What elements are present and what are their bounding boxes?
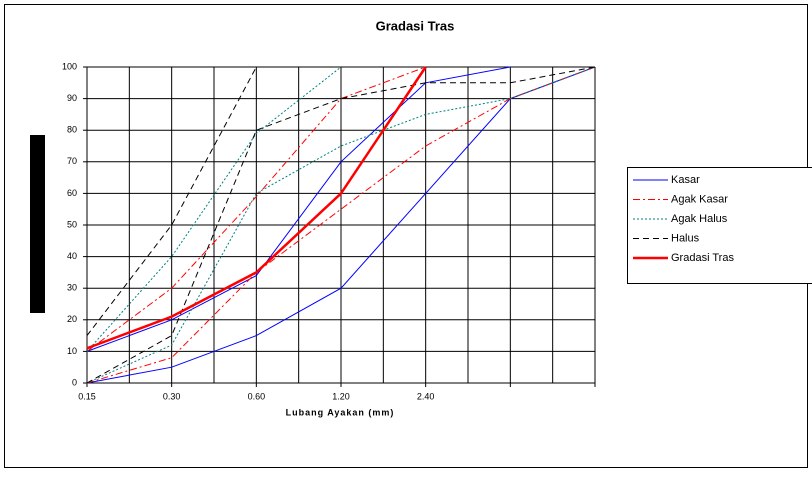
x-tick-label: 1.20 (332, 391, 350, 401)
chart-title: Gradasi Tras (376, 18, 455, 33)
legend-label: Agak Kasar (671, 193, 728, 205)
y-tick-label: 70 (67, 156, 77, 166)
x-tick-label: 0.15 (78, 391, 96, 401)
x-tick-label: 2.40 (417, 391, 435, 401)
y-tick-label: 40 (67, 251, 77, 261)
legend-label: Halus (671, 232, 700, 244)
y-tick-label: 20 (67, 314, 77, 324)
legend (628, 168, 812, 284)
y-tick-label: 60 (67, 188, 77, 198)
y-tick-label: 80 (67, 125, 77, 135)
y-tick-label: 50 (67, 219, 77, 229)
x-tick-label: 0.30 (163, 391, 181, 401)
x-axis-title: Lubang Ayakan (mm) (286, 407, 395, 417)
y-tick-label: 10 (67, 346, 77, 356)
y-tick-label: 100 (62, 61, 77, 71)
legend-label: Kasar (671, 174, 700, 186)
legend-label: Gradasi Tras (671, 252, 734, 264)
y-tick-label: 30 (67, 283, 77, 293)
x-tick-label: 0.60 (248, 391, 266, 401)
y-tick-label: 0 (72, 377, 77, 387)
legend-label: Agak Halus (671, 213, 728, 225)
y-axis-title-block (30, 135, 45, 313)
y-tick-label: 90 (67, 93, 77, 103)
